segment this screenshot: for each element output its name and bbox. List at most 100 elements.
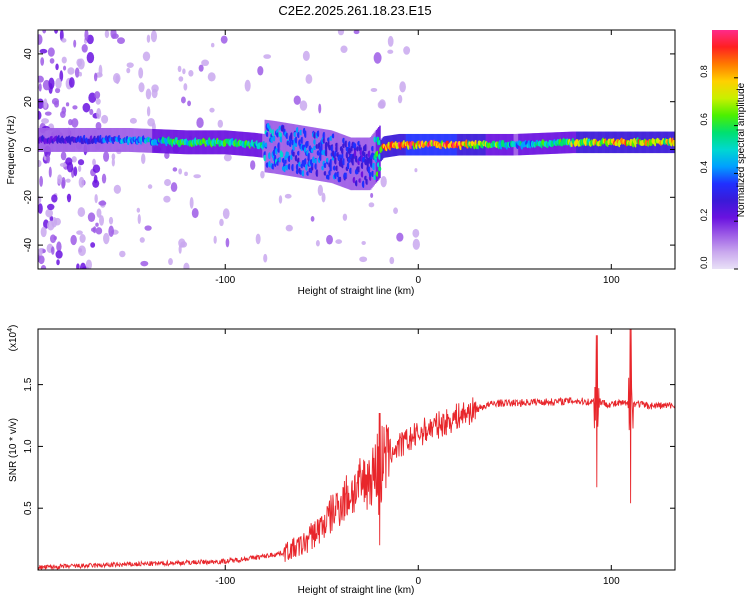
spectrogram-cell bbox=[196, 117, 204, 129]
snr-series bbox=[38, 329, 675, 570]
spectrogram-cell bbox=[103, 232, 110, 245]
spectrogram-cell bbox=[38, 248, 43, 256]
spectrogram-cell bbox=[280, 122, 283, 175]
spectrogram-cell bbox=[45, 208, 53, 218]
spectrogram-cell bbox=[41, 118, 50, 124]
spectrogram-cell bbox=[414, 168, 418, 173]
spectrogram-cell bbox=[47, 203, 55, 211]
spectrogram-cell bbox=[399, 81, 406, 93]
spectrogram-cell bbox=[378, 127, 380, 180]
spectrogram-cell bbox=[92, 179, 100, 188]
spectrogram-cell bbox=[79, 234, 86, 243]
spectrogram-cell bbox=[315, 127, 318, 181]
spectrogram-cell bbox=[270, 120, 272, 174]
snr-axes: -100 0 100 0.5 1.0 1.5 bbox=[23, 329, 675, 587]
snr-y-multiplier-base: (x10 bbox=[8, 331, 19, 351]
spectrogram-cell bbox=[326, 234, 333, 245]
spectrogram-cell bbox=[95, 222, 99, 227]
snr-plot-area bbox=[38, 329, 675, 570]
spectrogram-cell bbox=[38, 203, 43, 214]
spectrogram-cell bbox=[38, 159, 42, 168]
spectrogram-x-tick-label: 0 bbox=[415, 275, 421, 286]
spectrogram-cell bbox=[113, 184, 122, 194]
spectrogram-cell bbox=[284, 122, 286, 176]
spectrogram-cell bbox=[342, 213, 348, 221]
spectrogram-cell bbox=[281, 122, 284, 175]
snr-x-tick-label: 0 bbox=[415, 576, 421, 587]
spectrogram-cell bbox=[137, 213, 141, 225]
spectrogram-cell bbox=[91, 227, 96, 232]
spectrogram-cell bbox=[48, 166, 52, 178]
spectrogram-cell bbox=[370, 87, 378, 92]
spectrogram-cell bbox=[142, 51, 151, 62]
spectrogram-cell bbox=[315, 240, 320, 247]
spectrogram-cell bbox=[136, 207, 141, 213]
spectrogram-cell bbox=[263, 54, 272, 59]
spectrogram-cell bbox=[288, 123, 291, 177]
colorbar-tick-label: 0.2 bbox=[699, 209, 709, 222]
spectrogram-cell bbox=[89, 108, 94, 116]
spectrogram-cell bbox=[78, 165, 82, 173]
spectrogram-cell bbox=[359, 256, 368, 263]
spectrogram-cell bbox=[96, 108, 102, 120]
spectrogram-cell bbox=[39, 48, 48, 54]
spectrogram-cell bbox=[70, 234, 77, 246]
spectrogram-panel: -100 0 100 -40 -20 0 20 40 Height of straight l… bbox=[6, 29, 676, 297]
spectrogram-cell bbox=[213, 235, 217, 244]
spectrogram-cell bbox=[294, 124, 297, 177]
spectrogram-cell bbox=[54, 100, 60, 108]
spectrogram-cell bbox=[314, 127, 316, 181]
spectrogram-cell bbox=[207, 72, 216, 82]
spectrogram-cell bbox=[373, 52, 382, 64]
spectrogram-cell bbox=[285, 224, 293, 232]
spectrogram-cell bbox=[126, 67, 131, 74]
spectrogram-cell bbox=[295, 124, 298, 178]
spectrogram-cell bbox=[77, 159, 85, 166]
snr-y-tick-label: 1.5 bbox=[23, 377, 34, 391]
spectrogram-cell bbox=[309, 126, 312, 180]
spectrogram-cell bbox=[180, 96, 186, 104]
spectrogram-cell bbox=[217, 119, 224, 128]
spectrogram-cell bbox=[260, 170, 265, 179]
spectrogram-cell bbox=[78, 245, 86, 257]
spectrogram-cell bbox=[387, 35, 394, 47]
spectrogram-cell bbox=[362, 137, 365, 191]
spectrogram-cell bbox=[77, 58, 85, 70]
spectrogram-cell bbox=[90, 242, 96, 248]
spectrogram-cell bbox=[54, 30, 59, 34]
spectrogram-cell bbox=[61, 177, 66, 188]
spectrogram-cell bbox=[95, 227, 103, 235]
spectrogram-cell bbox=[380, 175, 387, 188]
spectrogram-cell bbox=[354, 137, 357, 191]
spectrogram-cell bbox=[412, 228, 420, 238]
snr-y-label: SNR (10 * v/v) bbox=[8, 418, 19, 482]
spectrogram-cell bbox=[56, 241, 62, 252]
spectrogram-cell bbox=[321, 128, 323, 182]
spectrogram-cell bbox=[283, 122, 285, 176]
spectrogram-cell bbox=[54, 87, 61, 94]
chart-title: C2E2.2025.261.18.23.E15 bbox=[278, 3, 431, 18]
spectrogram-y-tick-label: 20 bbox=[23, 96, 34, 108]
spectrogram-cell bbox=[359, 137, 362, 191]
spectrogram-cell bbox=[60, 151, 67, 161]
spectrogram-cell bbox=[46, 220, 55, 231]
spectrogram-cell bbox=[68, 77, 75, 88]
spectrogram-cell bbox=[310, 215, 315, 222]
spectrogram-cell bbox=[94, 91, 101, 99]
spectrogram-cell bbox=[263, 253, 268, 263]
spectrogram-cell bbox=[293, 95, 301, 105]
spectrogram-cell bbox=[368, 137, 371, 191]
spectrogram-cell bbox=[47, 47, 55, 57]
spectrogram-cell bbox=[103, 151, 110, 162]
spectrogram-cell bbox=[191, 207, 199, 219]
spectrogram-cell bbox=[59, 162, 68, 167]
spectrogram-cell bbox=[51, 246, 55, 255]
spectrogram-cell bbox=[164, 178, 172, 187]
spectrogram-cell bbox=[144, 225, 152, 231]
spectrogram-cell bbox=[350, 137, 352, 191]
spectrogram-cell bbox=[279, 121, 282, 175]
spectrogram-cell bbox=[63, 65, 67, 71]
spectrogram-cell bbox=[108, 225, 114, 237]
spectrogram-cell bbox=[59, 70, 64, 82]
spectrogram-cell bbox=[377, 100, 385, 109]
